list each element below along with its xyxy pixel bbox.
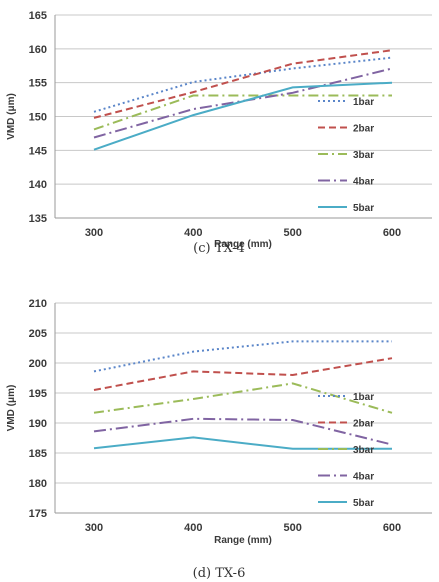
- chart-0: 135 140 145 150 155 160 165 300 400 500 600 Range (…: [6, 10, 432, 256]
- x-axis-label: Range (mm): [214, 239, 272, 250]
- x-tick-label: 300: [85, 522, 103, 534]
- series-line-4bar: [93, 417, 393, 446]
- y-tick-label: 135: [29, 213, 47, 225]
- x-tick-label: 600: [383, 227, 401, 239]
- series-line-3bar: [93, 382, 393, 414]
- legend-label: 4bar: [353, 472, 374, 483]
- series-line-5bar: [93, 81, 393, 151]
- series-line-1bar: [93, 340, 392, 373]
- x-tick-label: 400: [184, 227, 202, 239]
- legend-label: 5bar: [353, 498, 374, 509]
- y-tick-label: 190: [29, 418, 47, 430]
- legend-label: 1bar: [353, 392, 374, 403]
- figure-caption: (d) TX-6: [193, 566, 246, 581]
- legend-label: 3bar: [353, 445, 374, 456]
- y-axis-label: VMD (μm): [6, 93, 17, 140]
- y-tick-label: 145: [29, 145, 47, 157]
- legend-label: 2bar: [353, 124, 374, 135]
- y-tick-label: 175: [29, 508, 47, 520]
- legend-label: 1bar: [353, 97, 374, 108]
- series-line-1bar: [93, 56, 393, 113]
- y-tick-label: 185: [29, 448, 47, 460]
- x-tick-label: 500: [283, 522, 301, 534]
- x-axis-label: Range (mm): [214, 535, 272, 546]
- y-tick-label: 155: [29, 78, 47, 90]
- series-line-5bar: [93, 436, 392, 450]
- legend-label: 5bar: [353, 203, 374, 214]
- legend-label: 4bar: [353, 177, 374, 188]
- series-line-4bar: [93, 67, 393, 139]
- x-tick-label: 300: [85, 227, 103, 239]
- y-tick-label: 210: [29, 298, 47, 310]
- y-tick-label: 150: [29, 112, 47, 124]
- x-tick-label: 600: [383, 522, 401, 534]
- series-line-2bar: [93, 357, 393, 391]
- y-tick-label: 205: [29, 328, 47, 340]
- y-tick-label: 160: [29, 44, 47, 56]
- y-tick-label: 165: [29, 10, 47, 22]
- legend-label: 2bar: [353, 419, 374, 430]
- legend-label: 3bar: [353, 150, 374, 161]
- figure-caption: (c) TX-4: [193, 241, 245, 256]
- y-tick-label: 200: [29, 358, 47, 370]
- chart-1: 175 180 185 190 195 200 205 210 300 400 500 600 Rang…: [6, 298, 432, 581]
- series-line-3bar: [93, 94, 392, 131]
- series-line-2bar: [93, 49, 393, 119]
- x-tick-label: 400: [184, 522, 202, 534]
- y-tick-label: 180: [29, 478, 47, 490]
- y-axis-label: VMD (μm): [6, 385, 17, 432]
- x-tick-label: 500: [283, 227, 301, 239]
- y-tick-label: 140: [29, 179, 47, 191]
- y-tick-label: 195: [29, 388, 47, 400]
